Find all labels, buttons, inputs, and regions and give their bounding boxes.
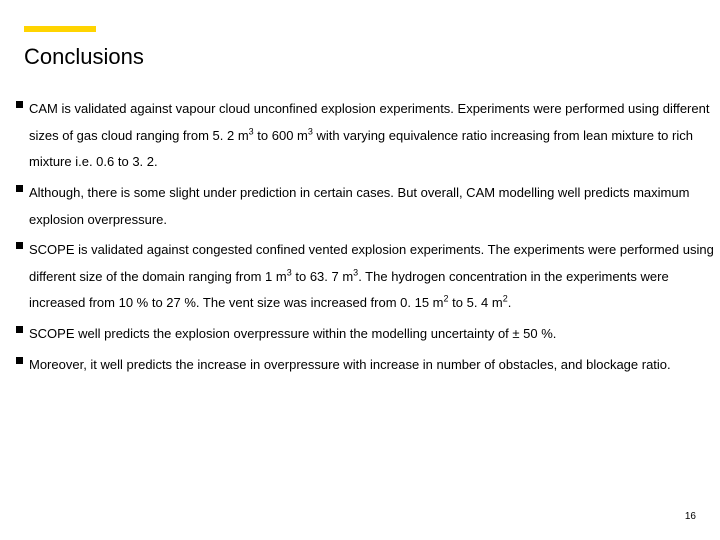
list-item: Moreover, it well predicts the increase … bbox=[16, 352, 720, 379]
bullet-marker-icon bbox=[16, 326, 23, 333]
bullet-marker-icon bbox=[16, 101, 23, 108]
list-item: CAM is validated against vapour cloud un… bbox=[16, 96, 720, 176]
bullet-marker-icon bbox=[16, 185, 23, 192]
bullet-text: Moreover, it well predicts the increase … bbox=[29, 352, 671, 379]
list-item: Although, there is some slight under pre… bbox=[16, 180, 720, 233]
list-item: SCOPE well predicts the explosion overpr… bbox=[16, 321, 720, 348]
bullet-marker-icon bbox=[16, 357, 23, 364]
bullet-marker-icon bbox=[16, 242, 23, 249]
bullet-list: CAM is validated against vapour cloud un… bbox=[16, 96, 720, 382]
list-item: SCOPE is validated against congested con… bbox=[16, 237, 720, 317]
bullet-text: SCOPE well predicts the explosion overpr… bbox=[29, 321, 556, 348]
page-title: Conclusions bbox=[24, 44, 144, 70]
accent-bar bbox=[24, 26, 96, 32]
bullet-text: CAM is validated against vapour cloud un… bbox=[29, 96, 720, 176]
slide: Conclusions CAM is validated against vap… bbox=[0, 0, 720, 540]
bullet-text: SCOPE is validated against congested con… bbox=[29, 237, 720, 317]
page-number: 16 bbox=[685, 511, 696, 522]
bullet-text: Although, there is some slight under pre… bbox=[29, 180, 720, 233]
